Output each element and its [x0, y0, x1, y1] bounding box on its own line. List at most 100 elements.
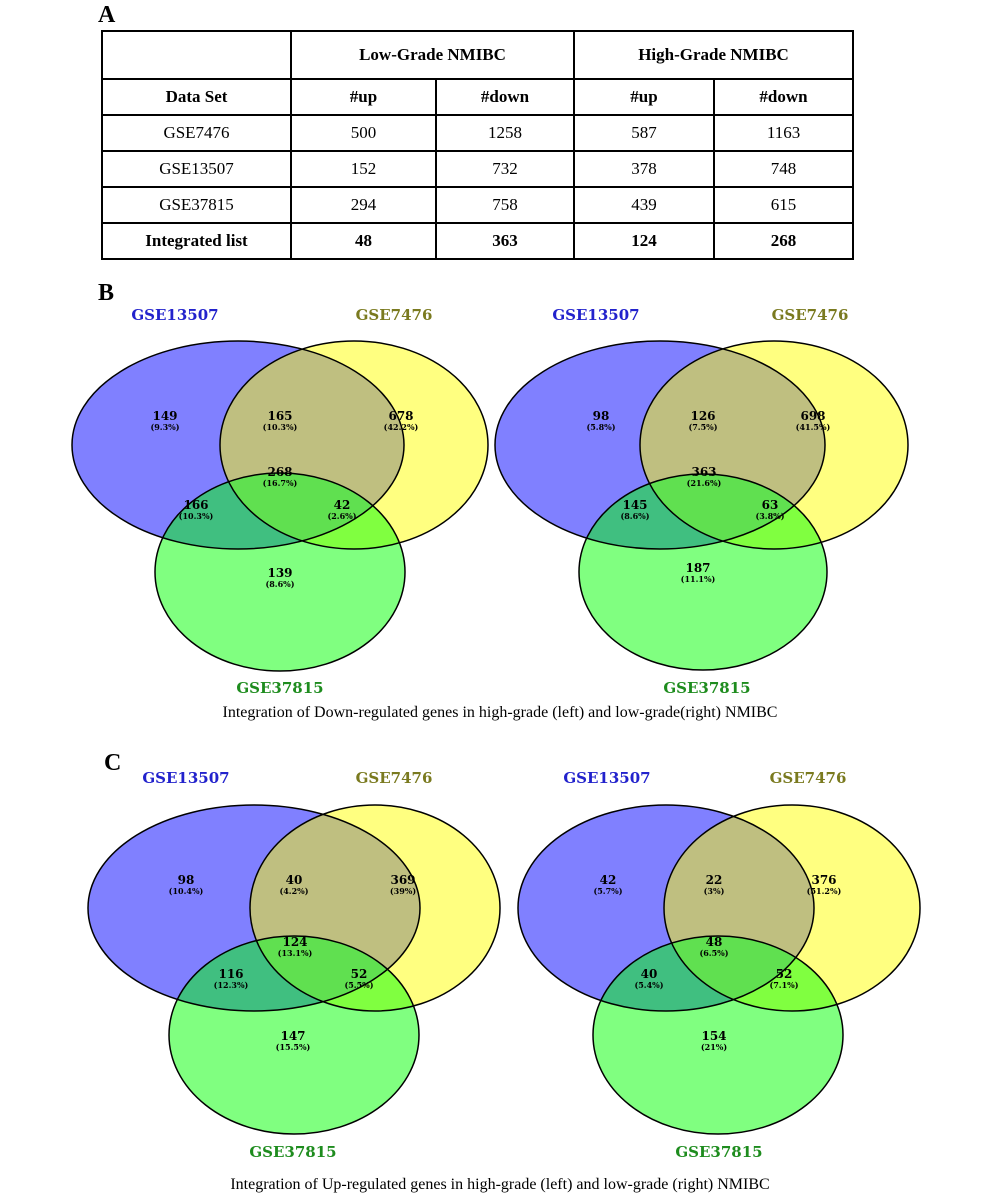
cell-low-up: 152 — [290, 150, 437, 188]
table-column-header-row: Data Set #up #down #up #down — [101, 78, 855, 116]
region-gse13507-gse7476-percent: (7.5%) — [688, 422, 717, 432]
region-gse7476-gse37815-percent: (2.6%) — [327, 511, 356, 521]
region-gse13507-only-percent: (5.8%) — [586, 422, 615, 432]
region-gse37815-only-count: 139 — [267, 566, 292, 580]
cell-high-down: 615 — [713, 186, 855, 224]
cell-high-up: 378 — [573, 150, 716, 188]
venn-diagram-c-left: GSE13507 GSE7476 GSE37815 98(10.4%) 40(4.… — [87, 769, 501, 1161]
region-gse7476-gse37815-percent: (3.8%) — [755, 511, 784, 521]
region-gse7476-only-percent: (42.2%) — [384, 422, 419, 432]
region-all-three-count: 124 — [282, 935, 307, 949]
region-gse13507-only-percent: (5.7%) — [593, 886, 622, 896]
region-gse7476-gse37815-percent: (5.5%) — [344, 980, 373, 990]
cell-low-down: 732 — [434, 150, 576, 188]
venn-outline — [578, 473, 828, 671]
region-gse13507-only-count: 98 — [178, 873, 195, 887]
region-gse37815-only-percent: (8.6%) — [265, 579, 294, 589]
panel-label-b: B — [98, 280, 115, 306]
col-header-high-up: #up — [573, 78, 716, 116]
region-gse13507-gse7476-percent: (10.3%) — [263, 422, 298, 432]
region-gse13507-gse7476-percent: (3%) — [704, 886, 725, 896]
cell-dataset: Integrated list — [101, 222, 292, 260]
venn-set-label-b: GSE7476 — [772, 306, 849, 324]
venn-outline — [249, 804, 501, 1012]
region-gse13507-gse7476-count: 126 — [690, 409, 715, 423]
region-gse13507-gse37815-count: 145 — [622, 498, 647, 512]
venn-outline — [517, 804, 815, 1012]
venn-overlap-all — [220, 473, 404, 549]
region-all-three-percent: (13.1%) — [278, 948, 313, 958]
region-gse7476-gse37815-count: 42 — [334, 498, 351, 512]
region-gse13507-gse37815-percent: (5.4%) — [634, 980, 663, 990]
region-gse13507-only-percent: (9.3%) — [150, 422, 179, 432]
group-header-low-grade: Low-Grade NMIBC — [289, 30, 576, 80]
region-gse7476-only-percent: (51.2%) — [807, 886, 842, 896]
panel-label-c: C — [104, 750, 122, 776]
col-header-data-set: Data Set — [101, 78, 292, 116]
region-gse13507-gse37815-percent: (12.3%) — [214, 980, 249, 990]
region-gse13507-only-count: 149 — [152, 409, 177, 423]
cell-high-up: 439 — [573, 186, 716, 224]
cell-dataset: GSE37815 — [101, 186, 292, 224]
venn-outline — [663, 804, 921, 1012]
cell-high-up: 587 — [573, 114, 716, 152]
venn-outline — [592, 935, 844, 1135]
cell-dataset: GSE7476 — [101, 114, 292, 152]
region-all-three-count: 48 — [706, 935, 723, 949]
venn-outline — [87, 804, 421, 1012]
venn-diagram-b-right: GSE13507 GSE7476 GSE37815 98(5.8%) 126(7.… — [494, 306, 909, 697]
venn-set-label-b: GSE7476 — [770, 769, 847, 787]
table-row: GSE37815 294 758 439 615 — [101, 186, 855, 224]
caption-panel-c: Integration of Up-regulated genes in hig… — [230, 1176, 770, 1193]
region-gse13507-gse37815-percent: (8.6%) — [620, 511, 649, 521]
cell-low-up: 500 — [290, 114, 437, 152]
venn-set-label-b: GSE7476 — [356, 306, 433, 324]
region-gse7476-only-count: 698 — [800, 409, 825, 423]
region-gse13507-gse37815-percent: (10.3%) — [179, 511, 214, 521]
region-gse37815-only-count: 187 — [685, 561, 710, 575]
cell-low-up: 294 — [290, 186, 437, 224]
col-header-high-down: #down — [713, 78, 855, 116]
region-gse13507-gse7476-percent: (4.2%) — [279, 886, 308, 896]
table-row: GSE7476 500 1258 587 1163 — [101, 114, 855, 152]
venn-set-label-c: GSE37815 — [663, 679, 750, 697]
region-gse37815-only-percent: (11.1%) — [681, 574, 716, 584]
venn-set-label-c: GSE37815 — [249, 1143, 336, 1161]
venn-set-label-a: GSE13507 — [552, 306, 639, 324]
table-corner-cell — [101, 30, 292, 80]
venn-diagram-c-right: GSE13507 GSE7476 GSE37815 42(5.7%) 22(3%)… — [517, 769, 921, 1161]
cell-low-up: 48 — [290, 222, 437, 260]
region-gse13507-gse7476-count: 165 — [267, 409, 292, 423]
cell-high-down: 268 — [713, 222, 855, 260]
venn-set-label-a: GSE13507 — [563, 769, 650, 787]
venn-outline — [71, 340, 405, 550]
venn-outline — [168, 935, 420, 1135]
venn-overlap-gse7476-gse37815 — [664, 936, 843, 1011]
venn-set-label-c: GSE37815 — [236, 679, 323, 697]
region-gse37815-only-count: 154 — [701, 1029, 726, 1043]
col-header-low-down: #down — [434, 78, 576, 116]
cell-high-down: 748 — [713, 150, 855, 188]
group-header-high-grade: High-Grade NMIBC — [573, 30, 855, 80]
region-gse37815-only-percent: (21%) — [701, 1042, 728, 1052]
region-gse13507-gse37815-count: 116 — [218, 967, 243, 981]
col-header-low-up: #up — [290, 78, 437, 116]
region-all-three-percent: (6.5%) — [699, 948, 728, 958]
venn-set-label-a: GSE13507 — [131, 306, 218, 324]
region-gse13507-only-count: 98 — [593, 409, 610, 423]
table-group-header-row: Low-Grade NMIBC High-Grade NMIBC — [101, 30, 855, 80]
region-gse13507-gse37815-count: 166 — [183, 498, 208, 512]
region-all-three-count: 363 — [691, 465, 716, 479]
region-all-three-percent: (21.6%) — [687, 478, 722, 488]
region-gse7476-only-percent: (39%) — [390, 886, 417, 896]
region-gse7476-gse37815-count: 52 — [776, 967, 793, 981]
region-gse37815-only-percent: (15.5%) — [276, 1042, 311, 1052]
region-gse7476-gse37815-count: 63 — [762, 498, 779, 512]
panel-label-a: A — [98, 2, 116, 28]
region-gse13507-only-count: 42 — [600, 873, 617, 887]
region-gse7476-only-count: 369 — [390, 873, 415, 887]
venn-diagram-b-left: GSE13507 GSE7476 GSE37815 149(9.3%)165(1… — [71, 306, 489, 697]
venn-outline — [154, 472, 406, 672]
venn-outline — [219, 340, 489, 550]
cell-low-down: 363 — [434, 222, 576, 260]
